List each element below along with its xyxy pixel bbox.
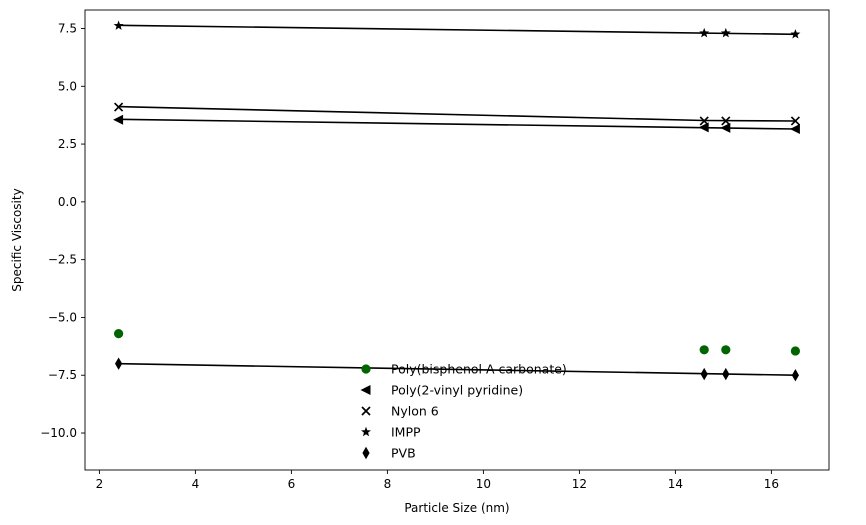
y-tick-label: 7.5 — [58, 21, 77, 35]
fit-lines — [118, 24, 796, 376]
x-axis-ticks: 2 4 6 8 10 12 14 16 — [96, 470, 779, 491]
y-tick-label: 2.5 — [58, 137, 77, 151]
data-point-series-0-3 — [790, 346, 800, 356]
y-tick-label: 5.0 — [58, 79, 77, 93]
data-point-series-2-0 — [113, 102, 124, 112]
x-tick-label: 16 — [764, 477, 779, 491]
y-tick-label: 0.0 — [58, 195, 77, 209]
data-point-series-4-0 — [115, 357, 123, 370]
legend-item: PVB — [362, 446, 416, 461]
fit-line-series-4 — [118, 362, 796, 376]
data-point-series-1-3 — [789, 124, 800, 135]
y-axis-ticks: 7.5 5.0 2.5 0.0 −2.5 −5.0 −7.5 −10.0 — [40, 21, 85, 440]
y-axis-label: Specific Viscosity — [10, 188, 24, 291]
data-point-series-0-1 — [699, 345, 709, 355]
data-point-series-1-0 — [113, 114, 124, 125]
legend: Poly(bisphenol A carbonate) Poly(2-vinyl … — [360, 362, 567, 461]
data-point-series-3-2 — [720, 27, 731, 38]
legend-marker — [360, 385, 371, 395]
x-tick-label: 6 — [288, 477, 296, 491]
data-point-series-1-1 — [698, 122, 709, 133]
x-tick-label: 2 — [96, 477, 104, 491]
y-tick-label: −7.5 — [48, 368, 77, 382]
y-tick-label: −5.0 — [48, 310, 77, 324]
x-tick-label: 12 — [572, 477, 587, 491]
x-axis-label: Particle Size (nm) — [404, 501, 509, 515]
legend-item: Nylon 6 — [361, 404, 439, 419]
x-tick-label: 10 — [476, 477, 491, 491]
data-point-series-4-2 — [722, 367, 730, 381]
legend-marker — [361, 364, 371, 374]
legend-item: Poly(bisphenol A carbonate) — [361, 362, 567, 377]
data-points — [113, 20, 801, 382]
fit-line-series-1 — [118, 118, 796, 130]
legend-item: Poly(2-vinyl pyridine) — [360, 383, 523, 398]
y-tick-label: −10.0 — [40, 426, 77, 440]
legend-label: PVB — [391, 446, 416, 461]
plot-frame — [84, 9, 830, 471]
data-point-series-0-0 — [114, 329, 124, 339]
data-point-series-0-2 — [721, 345, 731, 355]
x-tick-label: 8 — [384, 477, 392, 491]
fit-line-series-2 — [118, 105, 796, 122]
legend-item: IMPP — [361, 425, 421, 440]
data-point-series-2-1 — [699, 116, 709, 126]
data-point-series-4-3 — [791, 369, 799, 382]
data-point-series-2-3 — [790, 116, 801, 126]
legend-marker — [362, 446, 370, 460]
x-tick-label: 4 — [192, 477, 200, 491]
data-point-series-3-1 — [699, 27, 710, 38]
legend-label: IMPP — [391, 425, 421, 440]
data-point-series-3-3 — [790, 29, 801, 39]
y-tick-label: −2.5 — [48, 253, 77, 267]
data-point-series-3-0 — [113, 20, 124, 30]
data-point-series-4-1 — [700, 367, 708, 381]
legend-label: Poly(bisphenol A carbonate) — [391, 362, 567, 377]
legend-marker — [361, 406, 371, 416]
legend-label: Poly(2-vinyl pyridine) — [391, 383, 523, 398]
legend-marker — [361, 426, 371, 437]
legend-label: Nylon 6 — [391, 404, 439, 419]
x-tick-label: 14 — [668, 477, 683, 491]
data-point-series-1-2 — [720, 122, 731, 133]
data-point-series-2-2 — [721, 116, 731, 126]
fit-line-series-3 — [118, 24, 796, 36]
